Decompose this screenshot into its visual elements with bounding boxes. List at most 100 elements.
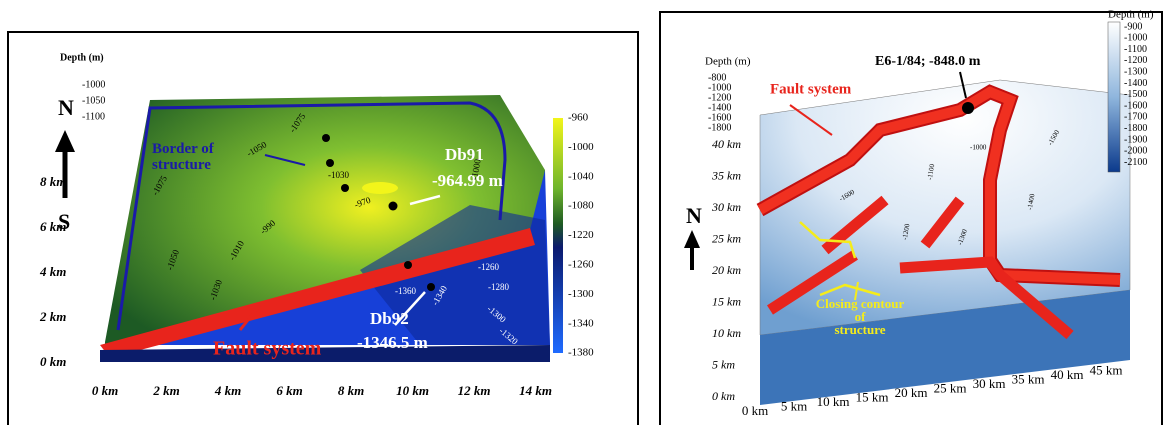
colorbar-label: -1800 <box>1124 123 1147 134</box>
colorbar-label: -1000 <box>568 141 594 153</box>
north-arrow-head <box>55 130 75 152</box>
colorbar-label: -1040 <box>568 170 594 182</box>
x-tick-label: 0 km <box>92 383 118 398</box>
well <box>962 102 974 114</box>
colorbar-label: -1600 <box>1124 100 1147 111</box>
contour-label: -1260 <box>478 262 499 272</box>
closing-label: Closing contour of structure <box>816 296 905 337</box>
colorbar-label: -1700 <box>1124 112 1147 123</box>
y-tick-label: 2 km <box>39 309 66 324</box>
y-tick-label: 20 km <box>712 263 741 277</box>
y-tick-label: 15 km <box>712 294 741 308</box>
depth-label: Depth (m) <box>705 56 751 68</box>
arrow <box>394 291 426 326</box>
contour-label: -1000 <box>970 144 987 152</box>
well <box>388 201 398 211</box>
depth-tick: -1800 <box>708 122 731 133</box>
contour-label: -1000 <box>469 158 483 181</box>
x-tick-label: 14 km <box>519 383 552 398</box>
depth-tick: -1000 <box>708 82 731 93</box>
colorbar-label: -900 <box>1124 21 1142 32</box>
colorbar-label: -1500 <box>1124 89 1147 100</box>
depth-tick: -1200 <box>708 92 731 103</box>
y-tick-label: 10 km <box>712 326 741 340</box>
colorbar-label: -1300 <box>1124 66 1147 77</box>
well-name: Db92 <box>370 309 409 328</box>
colorbar-label: -1300 <box>568 288 594 300</box>
well-name: Db91 <box>445 145 484 164</box>
colorbar-label: -2000 <box>1124 146 1147 157</box>
block-front <box>100 345 550 362</box>
panel-frame <box>659 11 1163 425</box>
well <box>322 134 330 142</box>
y-tick-label: 35 km <box>711 168 741 182</box>
labels: Depth (m) -1000 -1050 -1100 N S Border of struc… <box>39 9 1154 418</box>
well <box>326 159 334 167</box>
colorbar-title: Depth (m) <box>1108 9 1154 21</box>
colorbar-label: -1380 <box>568 347 594 359</box>
x-tick-label: 2 km <box>152 383 179 398</box>
surface-structure <box>105 95 545 345</box>
y-tick-label: 8 km <box>40 174 66 189</box>
colorbar-label: -1400 <box>1124 78 1147 89</box>
depth-tick: -1000 <box>82 79 105 90</box>
depth-tick: -1050 <box>82 95 105 106</box>
colorbar-label: -1260 <box>568 259 594 271</box>
colorbar <box>1107 21 1121 173</box>
north-label: N <box>686 203 702 228</box>
well <box>404 261 412 269</box>
colorbar-label: -1100 <box>1124 44 1147 55</box>
well <box>341 184 349 192</box>
south-label: S <box>58 209 70 234</box>
x-tick-label: 4 km <box>214 383 241 398</box>
y-tick-label: 25 km <box>712 231 741 245</box>
x-tick-label: 5 km <box>781 398 807 413</box>
contour-label: -1200 <box>901 223 912 241</box>
y-tick-label: 30 km <box>711 200 741 214</box>
y-tick-label: 0 km <box>712 389 735 403</box>
depth-tick: -1600 <box>708 112 731 123</box>
north-label: N <box>58 95 74 120</box>
contour-label: -1400 <box>1026 193 1037 211</box>
depth-label: Depth (m) <box>60 52 104 63</box>
arrow <box>238 304 262 331</box>
x-tick-label: 12 km <box>458 383 491 398</box>
x-tick-label: 25 km <box>934 380 967 395</box>
x-tick-label: 40 km <box>1051 367 1084 382</box>
arrow <box>789 104 833 136</box>
y-tick-label: 5 km <box>712 357 735 371</box>
contour-label: -1280 <box>488 282 509 292</box>
well-depth: -964.99 m <box>432 171 503 190</box>
arrow <box>409 194 441 206</box>
arrow <box>264 154 306 166</box>
x-tick-label: 6 km <box>276 383 302 398</box>
x-tick-label: 10 km <box>817 394 850 409</box>
colorbar-label: -960 <box>568 112 589 124</box>
border-label: Border of structure <box>152 141 215 173</box>
contour-label: -1030 <box>328 170 349 180</box>
colorbar-label: -2100 <box>1124 157 1147 168</box>
contour-label: -1100 <box>926 163 937 181</box>
north-arrow-head <box>684 230 700 248</box>
y-tick-label: 0 km <box>40 354 66 369</box>
depth-tick: -1100 <box>82 111 105 122</box>
colorbar-label: -1900 <box>1124 134 1147 145</box>
y-tick-label: 40 km <box>712 137 741 151</box>
fault-label: Fault system <box>770 81 852 97</box>
depth-tick: -800 <box>708 72 726 83</box>
arrow <box>854 281 859 301</box>
x-tick-label: 45 km <box>1090 362 1123 377</box>
colorbar <box>553 118 563 353</box>
y-tick-label: 4 km <box>39 264 66 279</box>
block-front <box>760 290 1130 405</box>
y-tick-label: 6 km <box>40 219 66 234</box>
x-tick-label: 8 km <box>338 383 364 398</box>
x-tick-label: 30 km <box>973 376 1006 391</box>
colorbar-label: -1000 <box>1124 33 1147 44</box>
colorbar-label: -1340 <box>568 317 594 329</box>
well-depth: -1346.5 m <box>357 333 428 352</box>
depth-tick: -1400 <box>708 102 731 113</box>
well <box>427 283 435 291</box>
well-label: E6-1/84; -848.0 m <box>875 54 981 69</box>
